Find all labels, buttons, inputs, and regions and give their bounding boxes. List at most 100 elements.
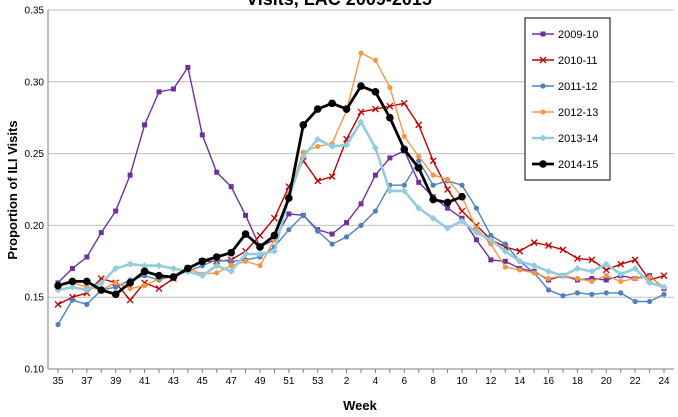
data-point xyxy=(400,187,408,195)
data-point xyxy=(487,236,495,244)
x-tick-label: 16 xyxy=(543,376,555,387)
data-point xyxy=(228,258,234,264)
data-point xyxy=(573,254,581,262)
data-point xyxy=(430,172,436,178)
data-point xyxy=(386,187,394,195)
data-point xyxy=(531,270,537,276)
data-point xyxy=(329,241,335,247)
x-tick-label: 8 xyxy=(430,376,436,387)
y-tick-label: 0.35 xyxy=(25,6,45,17)
data-point xyxy=(214,270,220,276)
data-point xyxy=(574,275,581,282)
data-point xyxy=(140,267,149,276)
data-point xyxy=(429,195,437,204)
x-tick-label: 41 xyxy=(139,376,151,387)
data-point xyxy=(357,118,365,126)
data-point xyxy=(589,276,595,282)
data-point xyxy=(198,272,206,280)
x-tick-label: 14 xyxy=(514,376,526,387)
y-tick-label: 0.30 xyxy=(25,77,45,88)
data-point xyxy=(502,258,508,264)
data-point xyxy=(540,109,546,115)
data-point xyxy=(286,227,292,233)
data-point xyxy=(400,99,408,107)
data-point xyxy=(227,267,235,275)
data-point xyxy=(256,243,264,251)
x-tick-label: 39 xyxy=(110,376,122,387)
data-point xyxy=(55,321,61,328)
data-point xyxy=(69,297,76,303)
x-tick-label: 24 xyxy=(658,376,670,387)
data-point xyxy=(660,283,668,291)
data-point xyxy=(257,263,263,269)
data-point xyxy=(588,267,596,275)
data-point xyxy=(632,298,638,305)
data-point xyxy=(444,224,452,232)
data-point xyxy=(228,184,234,190)
x-tick-label: 49 xyxy=(254,376,266,387)
data-point xyxy=(83,277,91,286)
data-point xyxy=(155,271,163,280)
data-point xyxy=(328,173,336,181)
chart-title: Visits, LAC 2009-2015 xyxy=(246,0,432,9)
data-point xyxy=(54,281,62,290)
legend-entry: 2014-15 xyxy=(532,159,598,171)
data-point xyxy=(415,204,423,212)
data-point xyxy=(127,285,133,292)
data-point xyxy=(473,237,479,243)
data-point xyxy=(602,266,610,274)
data-point xyxy=(372,57,379,63)
data-point xyxy=(530,239,538,247)
data-point xyxy=(443,198,452,207)
data-point xyxy=(574,290,581,296)
data-point xyxy=(357,82,365,90)
data-point xyxy=(213,262,221,270)
data-point xyxy=(589,291,595,297)
data-point xyxy=(545,287,552,293)
data-point xyxy=(344,220,350,226)
data-point xyxy=(113,208,119,214)
legend-label: 2009-10 xyxy=(558,29,598,41)
data-point xyxy=(285,194,293,202)
legend-entry: 2013-14 xyxy=(532,133,598,145)
data-point xyxy=(646,274,653,280)
data-point xyxy=(329,231,335,237)
data-point xyxy=(458,217,466,225)
data-point xyxy=(69,265,75,271)
data-point xyxy=(169,273,178,281)
data-point xyxy=(416,179,422,185)
legend-label: 2013-14 xyxy=(558,133,598,145)
data-point xyxy=(84,301,90,307)
data-point xyxy=(502,264,508,270)
data-point xyxy=(371,88,380,96)
data-point xyxy=(459,182,465,188)
data-point xyxy=(458,207,466,215)
data-point xyxy=(387,84,393,91)
data-point xyxy=(328,142,336,150)
data-point xyxy=(631,264,639,272)
data-point xyxy=(113,284,119,290)
x-tick-label: 47 xyxy=(226,376,238,387)
data-point xyxy=(300,212,306,218)
data-point xyxy=(241,230,250,238)
data-point xyxy=(358,201,364,207)
data-point xyxy=(646,279,654,287)
data-point xyxy=(603,290,609,296)
data-point xyxy=(68,283,76,291)
data-point xyxy=(488,241,494,247)
data-point xyxy=(429,157,437,165)
data-point xyxy=(618,278,624,285)
data-point xyxy=(358,222,364,228)
data-point xyxy=(618,290,624,296)
legend-box xyxy=(524,17,611,181)
data-point xyxy=(141,283,148,289)
y-tick-label: 0.15 xyxy=(25,293,45,304)
x-tick-label: 51 xyxy=(283,376,295,387)
data-point xyxy=(227,248,235,257)
legend-entry: 2011-12 xyxy=(532,81,598,93)
data-point xyxy=(243,212,249,218)
series-group xyxy=(54,50,668,328)
data-point xyxy=(170,86,176,92)
series-2014-15 xyxy=(54,82,466,299)
data-point xyxy=(184,264,192,273)
